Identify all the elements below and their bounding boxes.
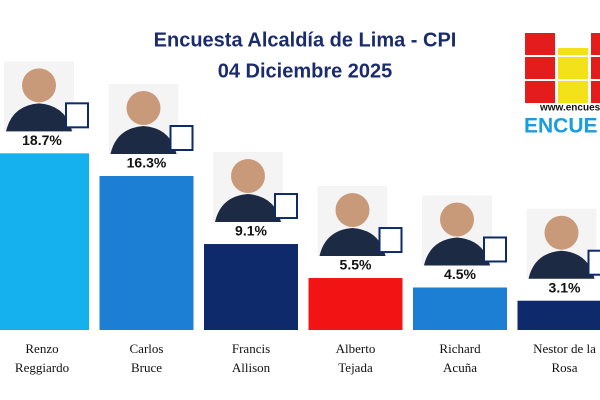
bar — [517, 300, 600, 330]
photo-head — [440, 202, 474, 237]
x-tick-label: Nestor de la Rosa — [533, 341, 596, 375]
candidate-photo — [526, 208, 600, 279]
party-logo — [587, 249, 600, 276]
candidate-photo — [213, 152, 298, 223]
x-tick-label: Alberto Tejada — [336, 341, 376, 375]
logo: www.encues ENCUE — [524, 33, 600, 138]
photo-head — [126, 91, 161, 125]
party-logo — [65, 102, 89, 129]
value-label: 4.5% — [444, 266, 476, 282]
bar — [413, 287, 507, 330]
photo-body — [424, 237, 490, 266]
x-tick-label: Richard Acuña — [439, 341, 481, 375]
photo-head — [544, 215, 579, 250]
logo-text: ENCUE — [524, 115, 598, 138]
value-label: 16.3% — [127, 155, 167, 171]
value-label: 3.1% — [549, 279, 581, 295]
chart-title: Encuesta Alcaldía de Lima - CPI — [154, 29, 457, 51]
value-label: 5.5% — [340, 257, 372, 273]
party-logo — [169, 125, 194, 151]
x-tick-label: Renzo Reggiardo — [15, 341, 69, 375]
party-logo — [274, 193, 298, 220]
photo-head — [22, 68, 56, 103]
photo-head — [335, 193, 370, 228]
value-label: 18.7% — [22, 132, 62, 148]
party-logo — [483, 236, 507, 263]
photo-body — [215, 194, 281, 223]
candidate-photo — [108, 84, 194, 154]
logo-url: www.encues — [539, 103, 600, 114]
bar — [204, 244, 298, 330]
photo-head — [231, 159, 265, 194]
x-tick-label: Carlos Bruce — [130, 341, 164, 375]
candidate-photo — [317, 186, 403, 257]
x-tick-label: Francis Allison — [232, 341, 271, 375]
photo-body — [319, 228, 386, 257]
photo-body — [6, 103, 72, 132]
candidate-photo — [4, 61, 89, 132]
party-logo — [378, 227, 403, 254]
value-label: 9.1% — [235, 223, 267, 239]
candidate-photo — [422, 195, 507, 266]
chart-subtitle: 04 Diciembre 2025 — [218, 60, 393, 82]
bar — [0, 153, 89, 330]
bar — [308, 278, 403, 330]
bar — [99, 176, 194, 330]
photo-body — [528, 250, 595, 279]
photo-body — [110, 126, 177, 154]
